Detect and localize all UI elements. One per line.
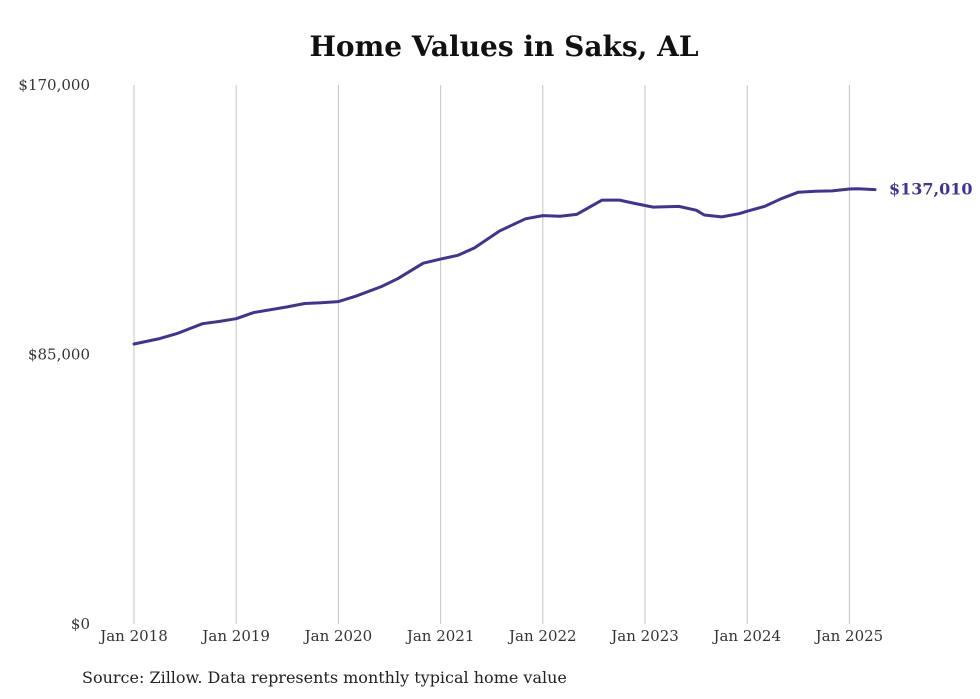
grid-lines [133,85,850,624]
x-axis-ticks: Jan 2018 Jan 2019 Jan 2020 Jan 2021 Jan 2022… [98,627,883,645]
y-tick-label: $85,000 [28,346,90,364]
x-tick-label: Jan 2023 [609,627,679,645]
series-line [132,187,877,346]
x-tick-label: Jan 2019 [200,627,270,645]
source-note: Source: Zillow. Data represents monthly … [82,668,567,687]
x-tick-label: Jan 2024 [711,627,781,645]
chart-title: Home Values in Saks, AL [309,30,699,63]
series-layer [132,187,877,346]
x-tick-label: Jan 2020 [303,627,373,645]
x-tick-label: Jan 2018 [98,627,168,645]
label-layer: $137,010 [889,180,973,199]
y-axis-ticks: $0 $85,000 $170,000 [18,76,90,633]
end-value-label: $137,010 [889,180,973,199]
y-tick-label: $170,000 [18,76,90,94]
x-tick-label: Jan 2021 [405,627,475,645]
x-tick-label: Jan 2022 [507,627,577,645]
y-tick-label: $0 [71,615,90,633]
x-tick-label: Jan 2025 [814,627,884,645]
